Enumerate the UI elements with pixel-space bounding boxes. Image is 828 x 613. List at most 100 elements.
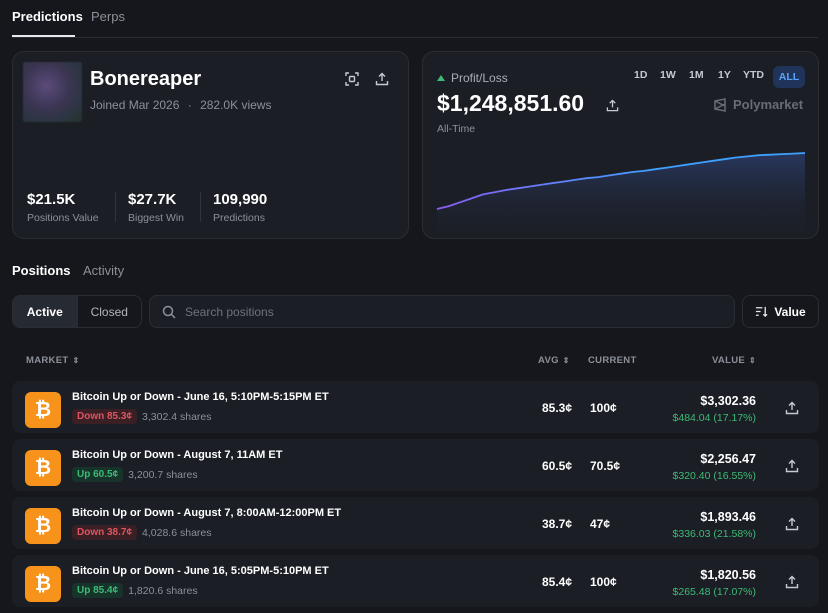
market-sub: Down 85.3¢ 3,302.4 shares [72,409,212,424]
side-badge: Down 85.3¢ [72,409,138,424]
market-sub: Down 38.7¢ 4,028.6 shares [72,525,212,540]
view-count: 282.0K views [200,98,272,112]
search-icon [162,305,176,319]
sort-icon [756,306,768,318]
header-avg[interactable]: AVG ⇕ [538,355,570,366]
pnl-label: Profit/Loss [437,71,508,85]
bitcoin-icon: ₿ [25,450,61,486]
stat-value: 109,990 [213,191,268,208]
status-toggle: Active Closed [12,295,142,328]
profile-meta: Joined Mar 2026 · 282.0K views [90,98,271,112]
market-sub: Up 85.4¢ 1,820.6 shares [72,583,198,598]
stat-predictions: 109,990 Predictions [213,191,267,224]
avg-price: 38.7¢ [541,517,572,531]
current-price: 100¢ [590,401,617,415]
pnl-area [437,153,805,238]
market-title[interactable]: Bitcoin Up or Down - August 7, 8:00AM-12… [72,507,342,519]
avatar [23,62,82,122]
table-row[interactable]: ₿ Bitcoin Up or Down - August 7, 11AM ET… [12,439,819,491]
profile-card: Bonereaper Joined Mar 2026 · 282.0K view… [12,51,409,239]
qr-scan-icon[interactable] [343,70,361,88]
share-position-icon[interactable] [785,575,799,589]
sort-label: Value [774,304,806,319]
range-1m[interactable]: 1M [689,69,704,81]
search-input[interactable] [185,304,705,319]
stat-biggest-win: $27.7K Biggest Win [128,191,184,224]
profile-name: Bonereaper [90,68,202,90]
pnl-card: Profit/Loss $1,248,851.60 All-Time 1D 1W… [422,51,819,239]
up-triangle-icon [437,75,445,81]
current-price: 47¢ [590,517,611,531]
polymarket-logo-icon [714,97,726,112]
share-count: 3,302.4 shares [142,410,212,423]
avg-price: 85.4¢ [541,575,572,589]
market-title[interactable]: Bitcoin Up or Down - June 16, 5:05PM-5:1… [72,565,329,577]
position-value: $3,302.36 [700,394,756,408]
search-box [149,295,735,328]
active-tab-indicator [12,35,75,37]
active-filter-button[interactable]: Active [13,296,77,327]
current-price: 100¢ [590,575,617,589]
avg-price: 85.3¢ [541,401,572,415]
stat-value: $21.5K [27,191,76,208]
share-count: 1,820.6 shares [128,584,198,597]
table-row[interactable]: ₿ Bitcoin Up or Down - August 7, 8:00AM-… [12,497,819,549]
brand-name: Polymarket [733,97,804,112]
header-value[interactable]: VALUE ⇕ [712,355,757,366]
share-pnl-icon[interactable] [603,96,621,114]
position-gain: $336.03 (21.58%) [672,528,756,540]
share-count: 3,200.7 shares [128,468,198,481]
position-value: $1,893.46 [700,510,756,524]
share-position-icon[interactable] [785,517,799,531]
position-gain: $484.04 (17.17%) [672,412,756,424]
tab-activity[interactable]: Activity [83,263,125,278]
header-current: CURRENT [588,355,637,366]
bitcoin-icon: ₿ [25,508,61,544]
tab-predictions[interactable]: Predictions [12,9,83,24]
stat-label: Positions Value [27,212,99,224]
market-title[interactable]: Bitcoin Up or Down - June 16, 5:10PM-5:1… [72,391,329,403]
avg-price: 60.5¢ [541,459,572,473]
side-badge: Up 60.5¢ [72,467,124,482]
sort-arrows-icon: ⇕ [749,356,757,365]
bitcoin-icon: ₿ [25,566,61,602]
tab-positions[interactable]: Positions [12,263,71,278]
range-1w[interactable]: 1W [660,69,676,81]
polymarket-brand: Polymarket [713,97,803,112]
share-count: 4,028.6 shares [142,526,212,539]
market-sub: Up 60.5¢ 3,200.7 shares [72,467,198,482]
range-1y[interactable]: 1Y [718,69,731,81]
stat-divider [115,192,116,222]
side-badge: Down 38.7¢ [72,525,138,540]
closed-filter-button[interactable]: Closed [76,296,142,327]
position-gain: $320.40 (16.55%) [672,470,756,482]
tab-perps[interactable]: Perps [91,9,125,24]
pnl-line [436,152,806,210]
top-tabs: Predictions Perps [12,0,818,38]
position-gain: $265.48 (17.07%) [672,586,756,598]
sort-arrows-icon: ⇕ [72,356,80,365]
stat-label: Biggest Win [128,212,185,224]
pnl-chart [436,152,806,238]
sort-value-button[interactable]: Value [742,295,819,328]
share-profile-icon[interactable] [373,70,391,88]
range-1d[interactable]: 1D [634,69,648,81]
position-value: $2,256.47 [700,452,756,466]
table-row[interactable]: ₿ Bitcoin Up or Down - June 16, 5:05PM-5… [12,555,819,607]
pnl-period: All-Time [437,123,476,135]
position-value: $1,820.56 [700,568,756,582]
range-all[interactable]: ALL [773,66,805,88]
current-price: 70.5¢ [590,459,621,473]
market-title[interactable]: Bitcoin Up or Down - August 7, 11AM ET [72,449,283,461]
pnl-label-text: Profit/Loss [451,71,508,85]
table-row[interactable]: ₿ Bitcoin Up or Down - June 16, 5:10PM-5… [12,381,819,433]
bitcoin-icon: ₿ [25,392,61,428]
share-position-icon[interactable] [785,459,799,473]
share-position-icon[interactable] [785,401,799,415]
stat-divider [200,192,201,222]
header-market[interactable]: MARKET ⇕ [26,355,80,366]
range-ytd[interactable]: YTD [743,69,764,81]
stat-label: Predictions [213,212,265,224]
meta-separator: · [187,98,192,112]
pnl-value: $1,248,851.60 [437,90,585,116]
